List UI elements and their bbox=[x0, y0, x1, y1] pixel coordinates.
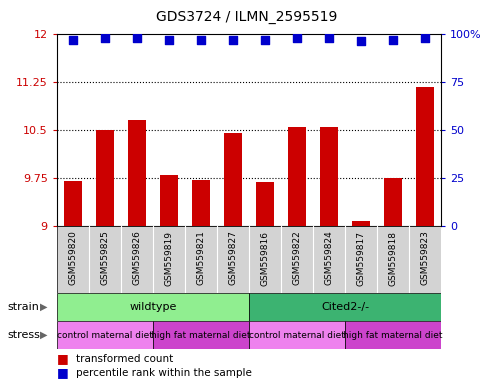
Bar bbox=[96, 130, 113, 226]
Bar bbox=[224, 133, 242, 226]
Bar bbox=[345, 321, 441, 349]
Bar bbox=[57, 321, 153, 349]
Text: percentile rank within the sample: percentile rank within the sample bbox=[76, 368, 252, 378]
Bar bbox=[249, 321, 345, 349]
Bar bbox=[153, 321, 249, 349]
Bar bbox=[320, 127, 338, 226]
Text: GSM559825: GSM559825 bbox=[100, 231, 109, 285]
Text: high fat maternal diet: high fat maternal diet bbox=[151, 331, 250, 339]
Text: ■: ■ bbox=[57, 352, 69, 365]
Text: Cited2-/-: Cited2-/- bbox=[321, 302, 369, 312]
Text: strain: strain bbox=[7, 302, 39, 312]
Bar bbox=[57, 293, 249, 321]
Text: high fat maternal diet: high fat maternal diet bbox=[344, 331, 443, 339]
Point bbox=[101, 35, 108, 41]
Point bbox=[389, 36, 397, 43]
Bar bbox=[128, 120, 145, 226]
Point bbox=[293, 35, 301, 41]
Text: GSM559819: GSM559819 bbox=[164, 230, 174, 286]
Point bbox=[261, 36, 269, 43]
Point bbox=[197, 36, 205, 43]
Bar bbox=[249, 293, 441, 321]
Text: control maternal diet: control maternal diet bbox=[57, 331, 153, 339]
Text: ▶: ▶ bbox=[40, 302, 48, 312]
Point bbox=[421, 35, 429, 41]
Bar bbox=[160, 175, 177, 226]
Text: GSM559823: GSM559823 bbox=[421, 231, 430, 285]
Text: stress: stress bbox=[7, 330, 40, 340]
Bar bbox=[192, 180, 210, 226]
Point bbox=[69, 36, 77, 43]
Bar bbox=[417, 87, 434, 226]
Bar bbox=[288, 127, 306, 226]
Text: GSM559826: GSM559826 bbox=[132, 231, 141, 285]
Point bbox=[133, 35, 141, 41]
Bar bbox=[352, 221, 370, 226]
Point bbox=[357, 38, 365, 45]
Text: GSM559822: GSM559822 bbox=[292, 231, 302, 285]
Text: ■: ■ bbox=[57, 366, 69, 379]
Text: ▶: ▶ bbox=[40, 330, 48, 340]
Text: GSM559816: GSM559816 bbox=[260, 230, 270, 286]
Text: wildtype: wildtype bbox=[129, 302, 176, 312]
Text: control maternal diet: control maternal diet bbox=[249, 331, 345, 339]
Text: GSM559820: GSM559820 bbox=[68, 231, 77, 285]
Bar bbox=[64, 181, 81, 226]
Point bbox=[165, 36, 173, 43]
Text: GSM559818: GSM559818 bbox=[388, 230, 398, 286]
Text: GSM559817: GSM559817 bbox=[356, 230, 366, 286]
Text: transformed count: transformed count bbox=[76, 354, 174, 364]
Text: GSM559824: GSM559824 bbox=[324, 231, 334, 285]
Bar bbox=[256, 182, 274, 226]
Point bbox=[325, 35, 333, 41]
Text: GSM559821: GSM559821 bbox=[196, 231, 206, 285]
Bar bbox=[385, 178, 402, 226]
Point bbox=[229, 36, 237, 43]
Text: GSM559827: GSM559827 bbox=[228, 231, 238, 285]
Text: GDS3724 / ILMN_2595519: GDS3724 / ILMN_2595519 bbox=[156, 10, 337, 24]
